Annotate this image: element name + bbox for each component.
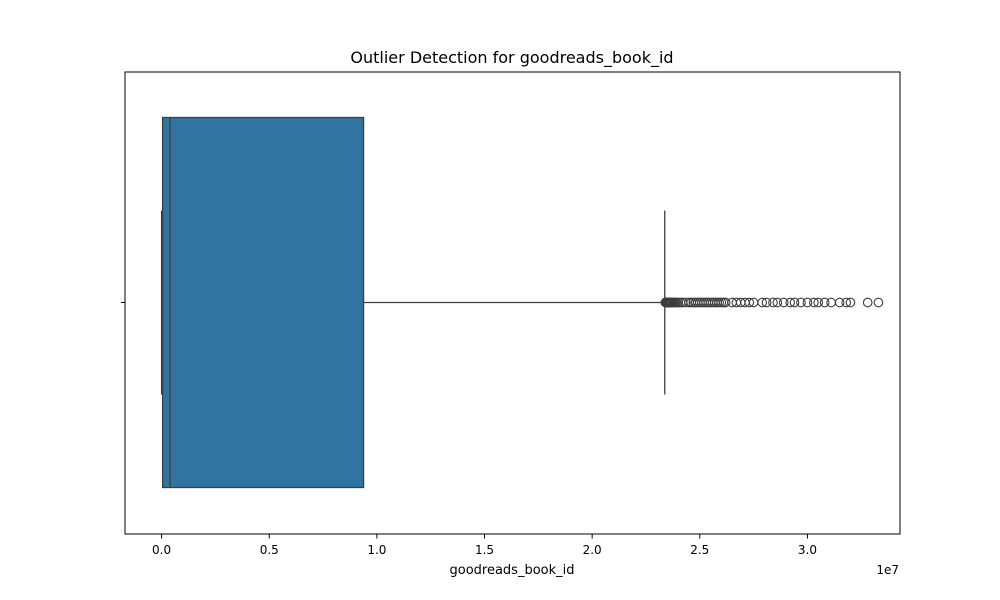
outlier-point (834, 297, 845, 308)
outlier-point (845, 297, 856, 308)
outlier-point (778, 297, 789, 308)
outlier-point (819, 297, 830, 308)
outlier-point (809, 297, 819, 308)
outlier-point (785, 297, 796, 308)
x-tick-label: 1.5 (475, 543, 494, 557)
x-axis-offset-label: 1e7 (876, 563, 899, 577)
outlier-point (761, 297, 772, 308)
chart-title: Outlier Detection for goodreads_book_id (350, 48, 673, 68)
x-axis-label: goodreads_book_id (449, 563, 574, 578)
outlier-point (789, 297, 800, 308)
outlier-point (826, 297, 836, 308)
outlier-point (680, 297, 691, 308)
outlier-point (720, 297, 731, 308)
outlier-point (862, 297, 873, 308)
outlier-point (744, 297, 755, 308)
outlier-point (757, 297, 768, 308)
outlier-point (802, 297, 813, 308)
x-tick-label: 2.0 (583, 543, 602, 557)
x-tick-label: 1.0 (367, 543, 386, 557)
iqr-box (161, 116, 365, 489)
outlier-point (772, 297, 783, 308)
outlier-point (768, 297, 778, 308)
x-tick-label: 2.5 (690, 543, 709, 557)
outlier-point (813, 297, 824, 308)
x-tick-label: 0.0 (152, 543, 171, 557)
outlier-point (796, 297, 806, 308)
plot-area: 0.0 0.5 1.0 1.5 2.0 2.5 3.0 (121, 71, 901, 557)
outlier-point (873, 297, 884, 308)
x-tick-label: 3.0 (798, 543, 817, 557)
outlier-point (841, 297, 852, 308)
x-tick-label: 0.5 (260, 543, 279, 557)
